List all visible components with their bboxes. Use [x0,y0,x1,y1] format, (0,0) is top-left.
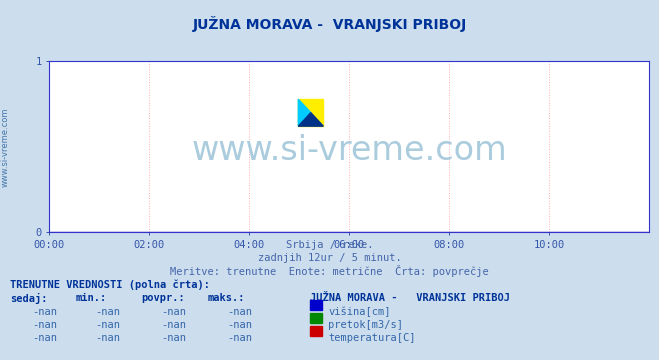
Text: -nan: -nan [32,333,57,343]
Text: povpr.:: povpr.: [142,293,185,303]
Text: -nan: -nan [32,320,57,330]
Text: -nan: -nan [95,320,120,330]
Text: sedaj:: sedaj: [10,293,47,305]
Text: JUŽNA MORAVA -   VRANJSKI PRIBOJ: JUŽNA MORAVA - VRANJSKI PRIBOJ [310,293,509,303]
Text: -nan: -nan [95,307,120,317]
Text: www.si-vreme.com: www.si-vreme.com [191,134,507,167]
Text: -nan: -nan [161,320,186,330]
Text: pretok[m3/s]: pretok[m3/s] [328,320,403,330]
Text: temperatura[C]: temperatura[C] [328,333,416,343]
Text: -nan: -nan [161,307,186,317]
Text: -nan: -nan [227,307,252,317]
Text: -nan: -nan [227,333,252,343]
Text: -nan: -nan [161,333,186,343]
Text: JUŽNA MORAVA -  VRANJSKI PRIBOJ: JUŽNA MORAVA - VRANJSKI PRIBOJ [192,16,467,32]
Text: Meritve: trenutne  Enote: metrične  Črta: povprečje: Meritve: trenutne Enote: metrične Črta: … [170,265,489,277]
Text: -nan: -nan [32,307,57,317]
Text: zadnjih 12ur / 5 minut.: zadnjih 12ur / 5 minut. [258,253,401,263]
Text: min.:: min.: [76,293,107,303]
Text: TRENUTNE VREDNOSTI (polna črta):: TRENUTNE VREDNOSTI (polna črta): [10,279,210,289]
Text: -nan: -nan [227,320,252,330]
Text: www.si-vreme.com: www.si-vreme.com [1,108,10,187]
Text: maks.:: maks.: [208,293,245,303]
Text: -nan: -nan [95,333,120,343]
Text: višina[cm]: višina[cm] [328,307,391,317]
Text: Srbija / reke.: Srbija / reke. [286,240,373,251]
